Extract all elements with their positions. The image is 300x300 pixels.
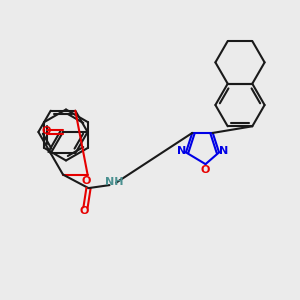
Text: N: N: [177, 146, 186, 156]
Text: N: N: [219, 146, 228, 156]
Text: O: O: [42, 125, 51, 136]
Text: O: O: [81, 176, 91, 186]
Text: O: O: [79, 206, 89, 216]
Text: O: O: [201, 165, 210, 175]
Text: NH: NH: [105, 177, 123, 187]
